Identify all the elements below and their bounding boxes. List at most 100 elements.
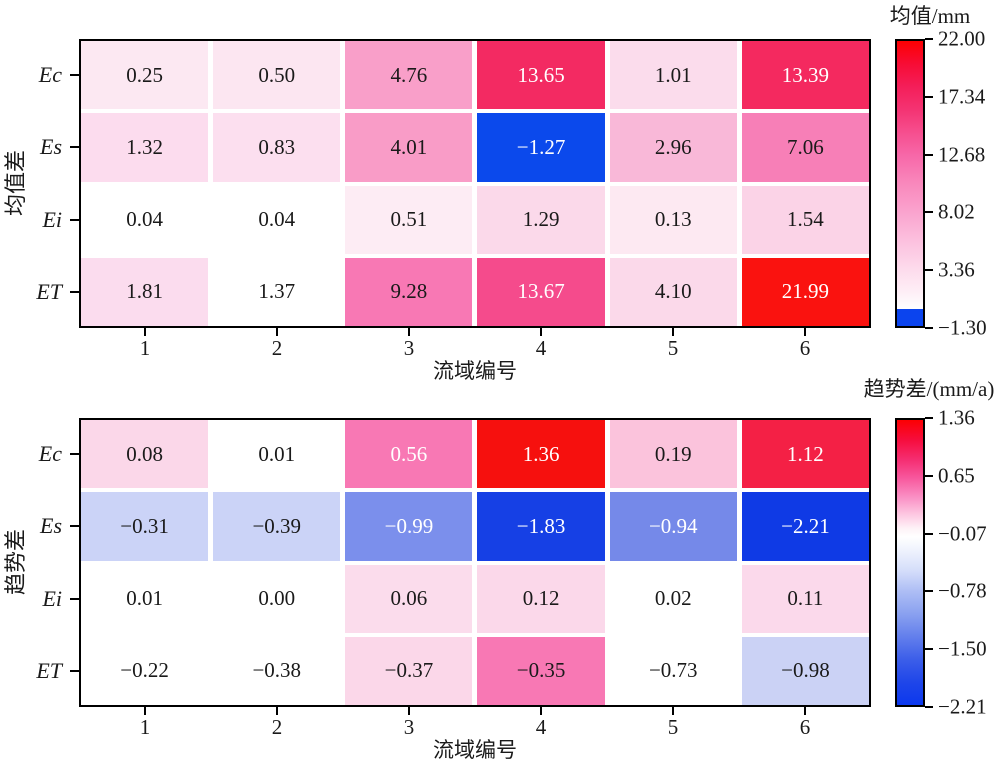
row-label-Ei: Ei [42,206,62,232]
heatmap-cell-Ec-5: 0.19 [609,420,737,489]
heatmap-cell-Ei-2: 0.04 [213,185,341,254]
heatmap-cell-ET-6: 21.99 [741,257,869,326]
colorbar-tick-label: 17.34 [938,84,986,109]
heatmap-cell-Ec-1: 0.25 [81,41,209,110]
heatmap-cell-Ec-3: 4.76 [345,41,473,110]
row-label-Ei: Ei [42,585,62,611]
x-tick-mark [672,328,674,336]
heatmap-cell-Es-1: −0.31 [81,492,209,561]
y-tick-mark [70,146,79,149]
heatmap-cell-Es-6: −2.21 [741,492,869,561]
colorbar-tick-mark [925,38,933,40]
colorbar-tick-label: −1.50 [938,636,987,661]
x-tick-label-6: 6 [799,336,811,360]
colorbar-tick-label: 3.36 [938,257,975,282]
heatmap-cell-ET-2: −0.38 [213,636,341,705]
y-axis-row-labels: Ec Es Ei ET [0,418,79,707]
heatmap-cell-ET-1: 1.81 [81,257,209,326]
heatmap-cell-ET-4: −0.35 [477,636,605,705]
heatmap-cell-ET-3: −0.37 [345,636,473,705]
x-tick-label-5: 5 [667,715,679,739]
heatmap-cell-Es-4: −1.83 [477,492,605,561]
x-tick-mark [276,328,278,336]
y-tick-mark [70,74,79,77]
colorbar-ticks: 22.00 17.34 12.68 8.02 3.36 −1.30 [925,28,1000,338]
colorbar-tick-mark [925,648,933,651]
colorbar-tick-label: −2.21 [938,694,987,719]
heatmap-cell-Ei-5: 0.13 [609,185,737,254]
colorbar-gradient [895,39,925,328]
y-tick-mark [70,669,79,672]
heatmap-grid: 0.25 0.50 4.76 13.65 1.01 13.39 1.32 0.83 4.01 −1… [79,39,871,328]
heatmap-cell-Es-6: 7.06 [741,113,869,182]
heatmap-cell-Ec-5: 1.01 [609,41,737,110]
y-tick-mark [70,597,79,600]
heatmap-cell-Ec-2: 0.50 [213,41,341,110]
x-tick-label-4: 4 [535,336,547,360]
x-tick-label-1: 1 [139,336,151,360]
heatmap-cell-Ei-6: 0.11 [741,564,869,633]
colorbar-title: 趋势差/(mm/a) [863,377,995,401]
colorbar-tick-mark [925,153,933,156]
heatmap-cell-Ei-5: 0.02 [609,564,737,633]
heatmap-cell-Es-5: −0.94 [609,492,737,561]
heatmap-grid: 0.08 0.01 0.56 1.36 0.19 1.12 −0.31 −0.39 −0.99−… [79,418,871,707]
colorbar-tick-label: −0.78 [938,578,987,603]
heatmap-cell-Es-2: −0.39 [213,492,341,561]
row-label-ET: ET [36,657,62,683]
heatmap-cell-Ei-4: 1.29 [477,185,605,254]
colorbar-tick-mark [925,211,933,214]
heatmap-cell-ET-5: 4.10 [609,257,737,326]
heatmap-cell-Ec-2: 0.01 [213,420,341,489]
colorbar-tick-label: −1.30 [938,315,987,340]
heatmap-cell-Ec-4: 13.65 [477,41,605,110]
colorbar-tick-mark [925,417,933,419]
y-tick-mark [70,525,79,528]
heatmap-cell-Es-3: 4.01 [345,113,473,182]
colorbar-tick-label: 12.68 [938,142,986,167]
heatmap-cell-Ec-1: 0.08 [81,420,209,489]
x-tick-mark [540,328,542,336]
x-tick-mark [143,707,146,715]
x-tick-label-3: 3 [403,715,415,739]
colorbar-tick-mark [925,327,933,329]
colorbar-tick-label: 8.02 [938,199,975,224]
x-tick-mark [540,707,542,715]
y-tick-mark [70,453,79,456]
x-tick-mark [804,707,806,715]
x-tick-label-4: 4 [535,715,547,739]
x-tick-mark [143,328,146,336]
x-axis-title: 流域编号 [433,359,517,383]
x-tick-mark [408,707,410,715]
heatmap-cell-ET-5: −0.73 [609,636,737,705]
x-tick-mark [276,707,278,715]
heatmap-cell-Ec-6: 13.39 [741,41,869,110]
row-label-Ec: Ec [38,441,62,467]
heatmap-cell-Es-4: −1.27 [477,113,605,182]
heatmap-cell-ET-6: −0.98 [741,636,869,705]
x-axis-ticks: 1 2 3 4 5 6 [79,326,871,371]
x-tick-label-2: 2 [271,715,283,739]
colorbar-ticks: 1.36 0.65 −0.07 −0.78 −1.50 −2.21 [925,407,1000,717]
x-tick-label-1: 1 [139,715,151,739]
colorbar-gradient [895,418,925,707]
heatmap-cell-ET-4: 13.67 [477,257,605,326]
heatmap-cell-Es-1: 1.32 [81,113,209,182]
row-label-Es: Es [40,513,62,539]
x-tick-label-6: 6 [799,715,811,739]
colorbar-tick-mark [925,95,933,98]
colorbar-tick-label: 0.65 [938,463,975,488]
heatmap-cell-Ei-1: 0.01 [81,564,209,633]
heatmap-cell-Ei-1: 0.04 [81,185,209,254]
x-tick-label-3: 3 [403,336,415,360]
y-tick-mark [70,290,79,293]
heatmap-cell-ET-2: 1.37 [213,257,341,326]
colorbar-tick-mark [925,269,933,272]
colorbar-tick-mark [925,590,933,593]
colorbar-tick-mark [925,706,933,708]
x-axis-ticks: 1 2 3 4 5 6 [79,705,871,750]
colorbar-title: 均值/mm [889,4,971,28]
